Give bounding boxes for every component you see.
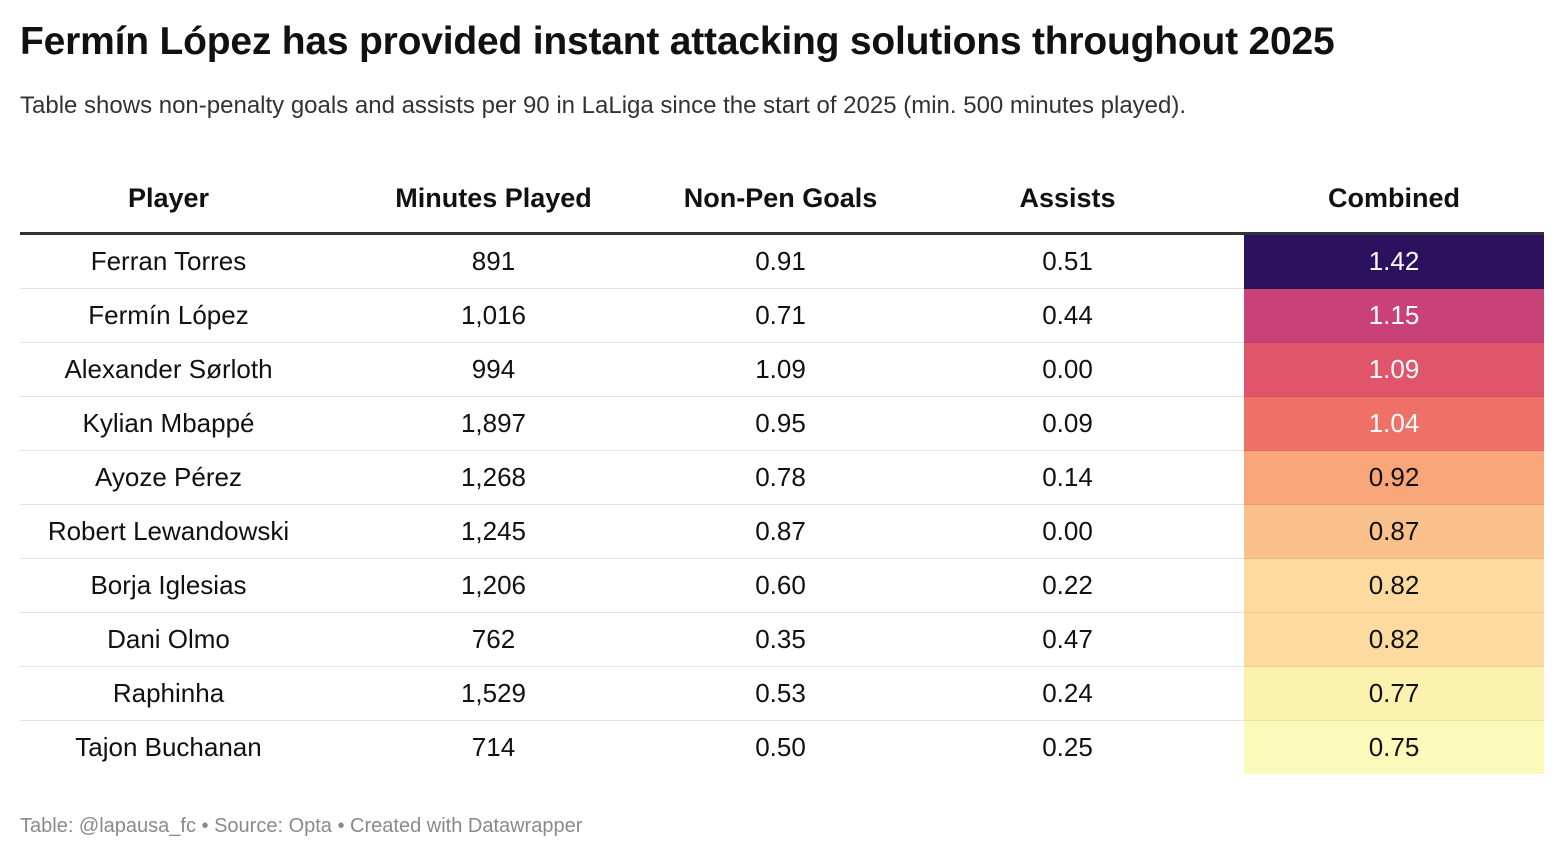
cell-player: Tajon Buchanan xyxy=(75,732,262,762)
cell-combined: 0.75 xyxy=(1244,720,1544,774)
cell-assists: 0.14 xyxy=(891,450,1244,505)
cell-combined: 0.82 xyxy=(1244,558,1544,613)
cell-assists: 0.09 xyxy=(891,396,1244,451)
table-row: Robert Lewandowski 1,245 0.87 0.00 0.87 xyxy=(20,504,1544,559)
table-row: Dani Olmo 762 0.35 0.47 0.82 xyxy=(20,612,1544,667)
cell-minutes: 762 xyxy=(317,612,670,667)
cell-combined: 0.92 xyxy=(1244,450,1544,505)
cell-player: Dani Olmo xyxy=(20,612,317,667)
cell-player: Ferran Torres xyxy=(20,233,317,289)
cell-minutes: 714 xyxy=(471,732,516,762)
cell-minutes: 1,245 xyxy=(317,504,670,559)
column-header-combined: Combined xyxy=(1244,164,1544,235)
column-header-goals: Non-Pen Goals xyxy=(670,164,891,235)
footer-credits: Table: @lapausa_fc • Source: Opta • Crea… xyxy=(20,815,583,837)
cell-assists: 0.22 xyxy=(891,558,1244,613)
table-row: Kylian Mbappé 1,897 0.95 0.09 1.04 xyxy=(20,396,1544,451)
cell-player: Kylian Mbappé xyxy=(20,396,317,451)
cell-assists: 0.00 xyxy=(891,504,1244,559)
column-header-minutes: Minutes Played xyxy=(317,164,670,235)
table-row: Alexander Sørloth 994 1.09 0.00 1.09 xyxy=(20,342,1544,397)
cell-minutes: 891 xyxy=(317,233,670,289)
cell-player: Alexander Sørloth xyxy=(20,342,317,397)
cell-goals: 0.87 xyxy=(670,504,891,559)
cell-minutes: 1,206 xyxy=(317,558,670,613)
table-row: Ferran Torres 891 0.91 0.51 1.42 xyxy=(20,233,1544,289)
cell-goals: 0.91 xyxy=(670,233,891,289)
cell-combined: 1.09 xyxy=(1244,342,1544,397)
chart-title: Fermín López has provided instant attack… xyxy=(20,20,1335,63)
cell-player: Fermín López xyxy=(20,288,317,343)
cell-combined: 1.15 xyxy=(1244,288,1544,343)
cell-minutes: 994 xyxy=(317,342,670,397)
cell-minutes: 1,268 xyxy=(317,450,670,505)
cell-minutes: 1,897 xyxy=(317,396,670,451)
column-header-assists: Assists xyxy=(891,164,1244,235)
table-body: Ferran Torres 891 0.91 0.51 1.42 Fermín López… xyxy=(20,233,1544,774)
header-row: Player Minutes Played Non-Pen Goals Assi… xyxy=(20,164,1544,235)
cell-minutes: 1,016 xyxy=(317,288,670,343)
cell-assists: 0.51 xyxy=(891,233,1244,289)
cell-combined: 0.87 xyxy=(1244,504,1544,559)
cell-combined: 0.82 xyxy=(1244,612,1544,667)
cell-combined: 1.04 xyxy=(1244,396,1544,451)
cell-goals: 0.53 xyxy=(670,666,891,721)
cell-player: Ayoze Pérez xyxy=(20,450,317,505)
table-row: Borja Iglesias 1,206 0.60 0.22 0.82 xyxy=(20,558,1544,613)
table-row: Fermín López 1,016 0.71 0.44 1.15 xyxy=(20,288,1544,343)
table-row: Tajon Buchanan 714 0.50 0.25 0.75 xyxy=(20,720,1544,774)
column-header-player: Player xyxy=(20,164,317,235)
cell-player: Raphinha xyxy=(20,666,317,721)
table-row: Raphinha 1,529 0.53 0.24 0.77 xyxy=(20,666,1544,721)
cell-goals: 0.60 xyxy=(670,558,891,613)
cell-combined: 1.42 xyxy=(1244,233,1544,289)
cell-assists: 0.44 xyxy=(891,288,1244,343)
stats-table: Player Minutes Played Non-Pen Goals Assi… xyxy=(20,164,1544,774)
cell-assists: 0.25 xyxy=(1042,732,1093,762)
cell-goals: 0.35 xyxy=(670,612,891,667)
cell-player: Robert Lewandowski xyxy=(20,504,317,559)
cell-combined: 0.77 xyxy=(1244,666,1544,721)
table-row: Ayoze Pérez 1,268 0.78 0.14 0.92 xyxy=(20,450,1544,505)
chart-subtitle: Table shows non-penalty goals and assist… xyxy=(20,92,1187,119)
cell-goals: 0.71 xyxy=(670,288,891,343)
cell-assists: 0.00 xyxy=(891,342,1244,397)
cell-goals: 0.78 xyxy=(670,450,891,505)
cell-goals: 0.95 xyxy=(670,396,891,451)
cell-assists: 0.24 xyxy=(891,666,1244,721)
cell-player: Borja Iglesias xyxy=(20,558,317,613)
cell-goals: 0.50 xyxy=(755,732,806,762)
cell-goals: 1.09 xyxy=(670,342,891,397)
cell-assists: 0.47 xyxy=(891,612,1244,667)
cell-minutes: 1,529 xyxy=(317,666,670,721)
